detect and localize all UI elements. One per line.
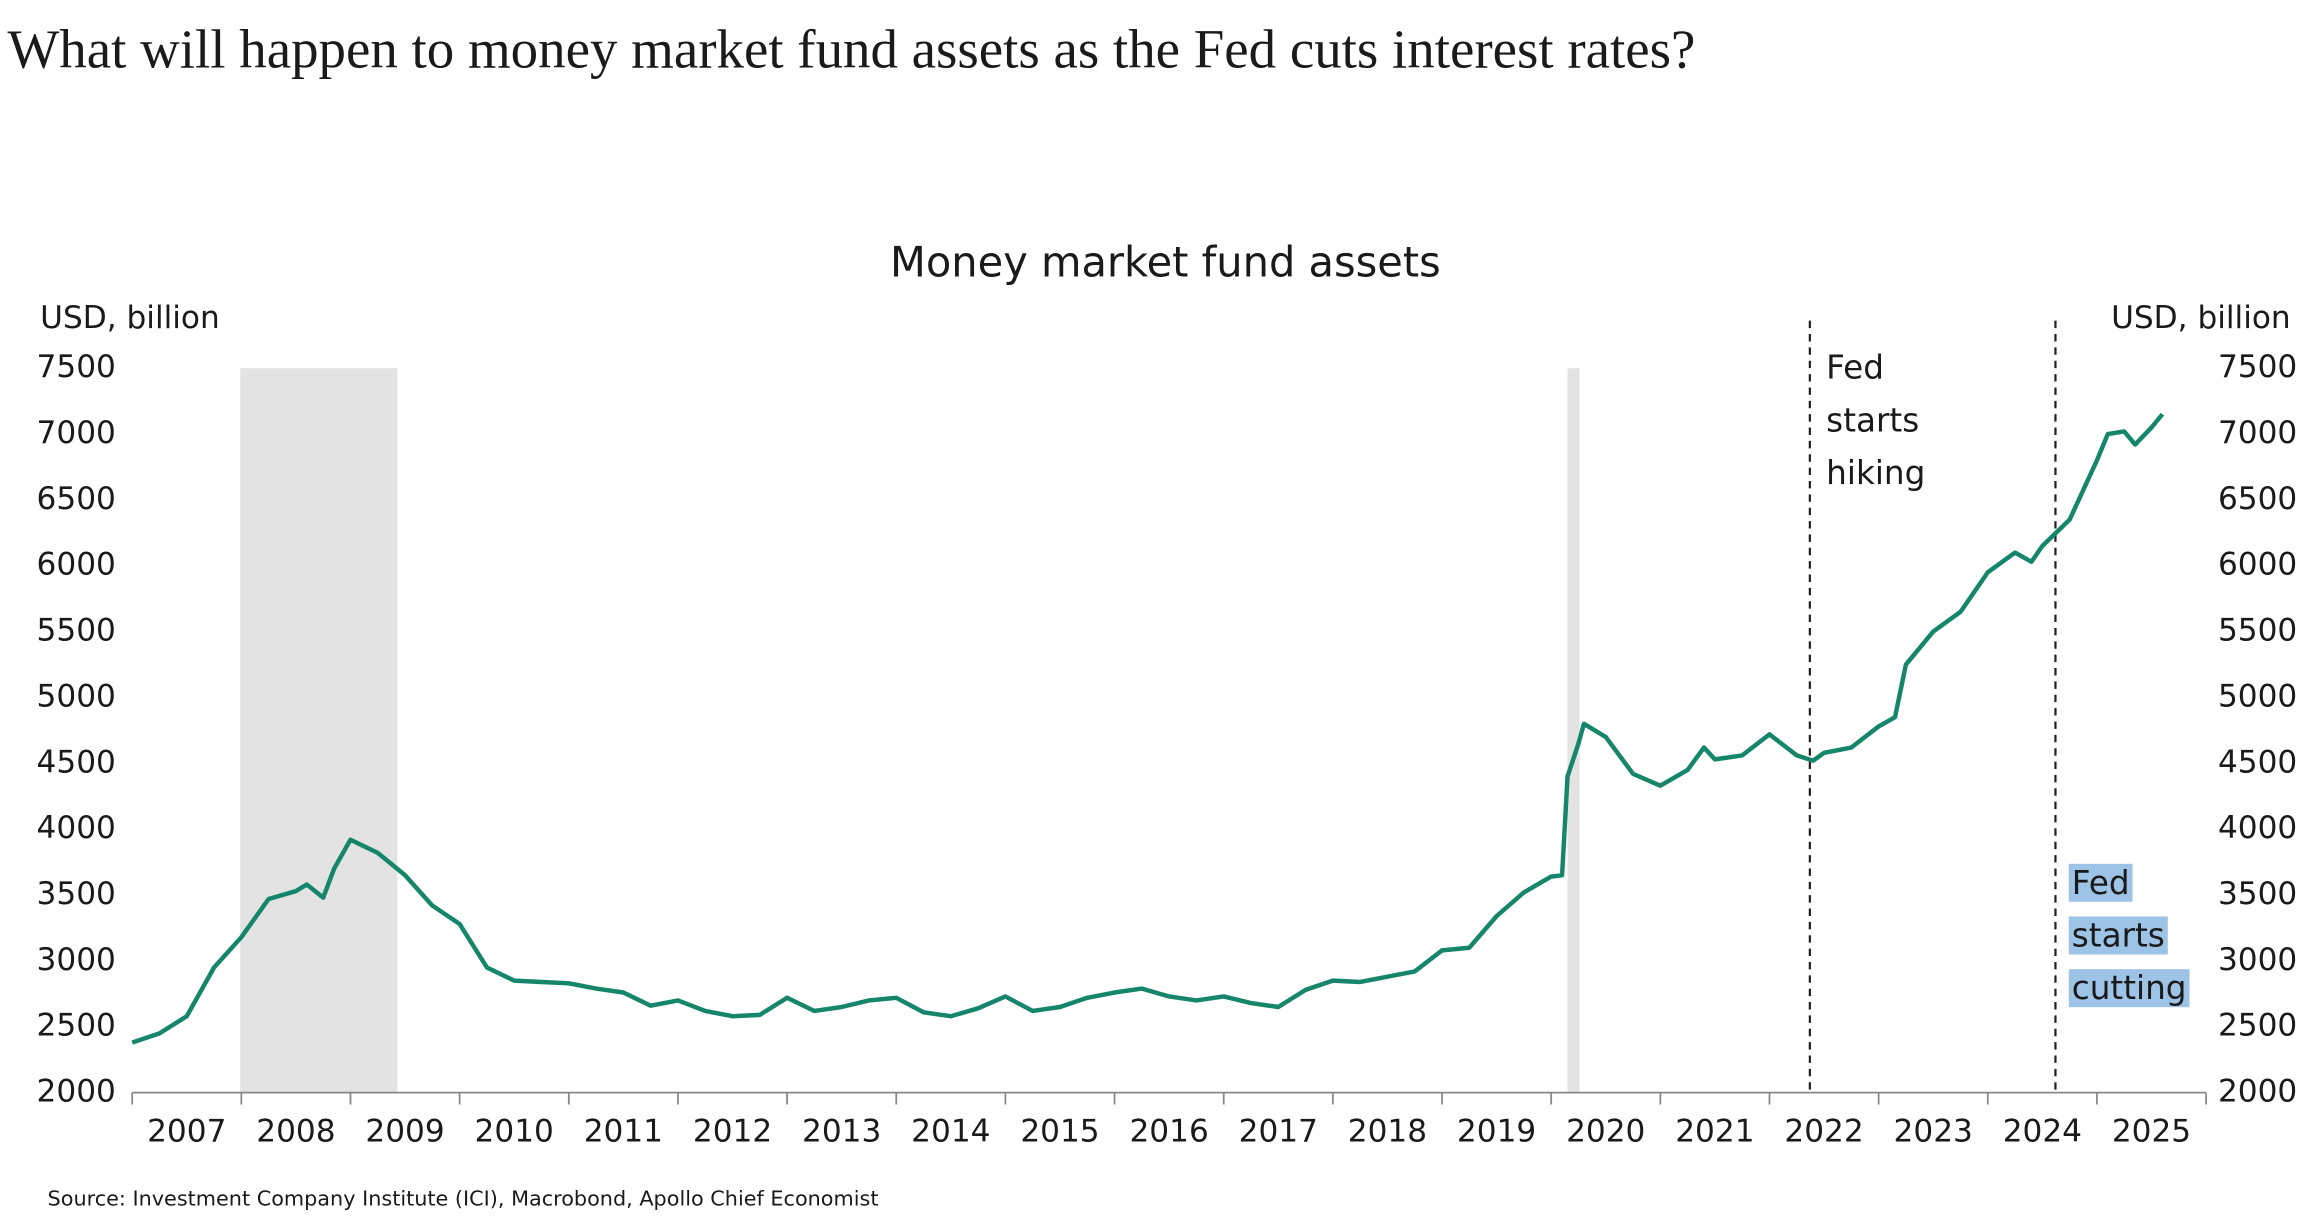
annotation-text: starts: [2072, 916, 2165, 954]
annotation-highlight: [2068, 863, 2133, 902]
annotation-highlight: [2068, 969, 2190, 1008]
x-tick-label: 2022: [1784, 1114, 1863, 1150]
y2-tick-label: 5000: [2218, 678, 2297, 714]
x-tick-label: 2020: [1566, 1114, 1645, 1150]
x-tick-label: 2008: [256, 1114, 335, 1150]
y-tick-label: 6000: [37, 547, 116, 583]
y2-tick-label: 6500: [2218, 481, 2297, 517]
y-tick-label: 6500: [37, 481, 116, 517]
x-tick-label: 2017: [1239, 1114, 1318, 1150]
annotation-highlight: [2068, 916, 2168, 955]
recession-shading: [1567, 368, 1580, 1093]
y2-tick-label: 4000: [2218, 810, 2297, 846]
y2-axis-label: USD, billion: [2111, 300, 2291, 336]
x-tick-label: 2016: [1129, 1114, 1208, 1150]
x-tick-label: 2019: [1457, 1114, 1536, 1150]
x-tick-label: 2015: [1020, 1114, 1099, 1150]
page-title: What will happen to money market fund as…: [7, 19, 1695, 80]
x-tick-label: 2023: [1894, 1114, 1973, 1150]
y2-tick-label: 5500: [2218, 613, 2297, 649]
y-tick-label: 4500: [37, 744, 116, 780]
x-tick-label: 2012: [693, 1114, 772, 1150]
x-tick-label: 2024: [2003, 1114, 2082, 1150]
background-layer: [240, 368, 1580, 1093]
y-tick-label: 3500: [37, 876, 116, 912]
source: Source: Investment Company Institute (IC…: [48, 1187, 879, 1211]
y-tick-label: 4000: [37, 810, 116, 846]
x-tick-label: 2018: [1348, 1114, 1427, 1150]
y-tick-label: 3000: [37, 942, 116, 978]
annotation-text: hiking: [1826, 454, 1925, 492]
x-tick-label: 2025: [2112, 1114, 2191, 1150]
y2-tick-label: 6000: [2218, 547, 2297, 583]
y-tick-label: 2500: [37, 1008, 116, 1044]
annotation-text: Fed: [2072, 864, 2130, 902]
y-axis-label: USD, billion: [40, 300, 220, 336]
y-tick-label: 2000: [37, 1074, 116, 1110]
y-tick-label: 7500: [37, 349, 116, 385]
x-tick-label: 2014: [911, 1114, 990, 1150]
y-tick-label: 5500: [37, 613, 116, 649]
x-tick-label: 2011: [584, 1114, 663, 1150]
annotation-text: Fed: [1826, 349, 1884, 387]
y2-tick-label: 2500: [2218, 1008, 2297, 1044]
x-tick-label: 2007: [147, 1114, 226, 1150]
chart-title: Money market fund assets: [890, 238, 1441, 287]
y2-tick-label: 7000: [2218, 415, 2297, 451]
x-tick-label: 2021: [1675, 1114, 1754, 1150]
y-tick-label: 5000: [37, 678, 116, 714]
annotation-text: cutting: [2072, 969, 2187, 1007]
y2-tick-label: 3500: [2218, 876, 2297, 912]
y2-tick-label: 2000: [2218, 1074, 2297, 1110]
y2-tick-label: 4500: [2218, 744, 2297, 780]
recession-shading: [240, 368, 398, 1093]
annotation-text: starts: [1826, 401, 1919, 439]
y2-tick-label: 7500: [2218, 349, 2297, 385]
y2-tick-label: 3000: [2218, 942, 2297, 978]
data-line: [131, 412, 2165, 1045]
x-tick-label: 2009: [365, 1114, 444, 1150]
x-tick-label: 2013: [802, 1114, 881, 1150]
x-tick-label: 2010: [475, 1114, 554, 1150]
y-tick-label: 7000: [37, 415, 116, 451]
